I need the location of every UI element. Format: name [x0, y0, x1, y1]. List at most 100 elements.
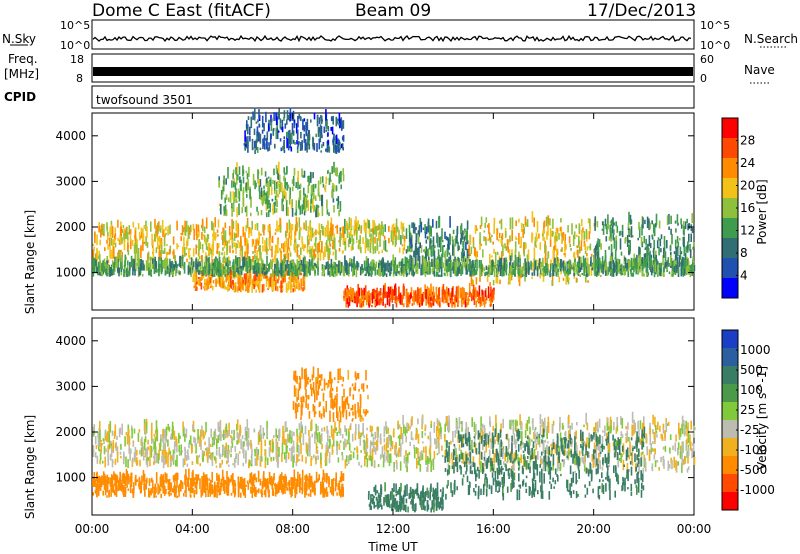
- data-cell: [433, 250, 436, 260]
- data-cell: [326, 224, 328, 237]
- data-cell: [319, 119, 321, 122]
- data-cell: [629, 230, 631, 235]
- data-cell: [543, 273, 545, 277]
- data-cell: [595, 463, 597, 468]
- data-cell: [562, 260, 565, 271]
- data-cell: [648, 235, 651, 247]
- data-cell: [662, 270, 665, 277]
- data-cell: [489, 416, 491, 425]
- data-cell: [324, 185, 327, 193]
- data-cell: [363, 439, 365, 451]
- data-cell: [685, 266, 688, 274]
- data-cell: [408, 224, 411, 233]
- data-cell: [259, 461, 262, 467]
- data-cell: [129, 234, 132, 241]
- data-cell: [263, 268, 266, 276]
- data-cell: [257, 263, 260, 268]
- data-cell: [111, 458, 114, 468]
- data-cell: [501, 242, 503, 247]
- data-cell: [131, 428, 133, 439]
- data-cell: [322, 226, 324, 235]
- data-cell: [280, 253, 282, 259]
- data-cell: [300, 247, 302, 256]
- data-cell: [669, 447, 671, 454]
- data-cell: [400, 221, 403, 230]
- data-cell: [337, 457, 340, 463]
- data-cell: [361, 264, 363, 270]
- data-cell: [410, 238, 412, 249]
- data-cell: [639, 254, 642, 266]
- data-cell: [330, 127, 332, 131]
- data-cell: [689, 434, 691, 446]
- data-cell: [213, 273, 216, 277]
- data-cell: [628, 244, 630, 254]
- data-cell: [255, 271, 257, 281]
- data-cell: [100, 227, 103, 235]
- data-cell: [449, 271, 452, 277]
- data-cell: [640, 452, 643, 456]
- data-cell: [154, 440, 156, 448]
- data-cell: [242, 197, 244, 207]
- data-cell: [401, 295, 403, 306]
- data-cell: [387, 427, 390, 434]
- data-cell: [263, 135, 266, 140]
- data-cell: [161, 242, 163, 245]
- data-cell: [286, 131, 288, 137]
- data-cell: [642, 264, 644, 267]
- data-cell: [580, 263, 583, 270]
- data-cell: [612, 233, 615, 241]
- data-cell: [275, 127, 278, 140]
- data-cell: [165, 256, 168, 261]
- data-cell: [214, 268, 216, 274]
- data-cell: [374, 236, 376, 244]
- data-cell: [389, 447, 392, 452]
- data-cell: [263, 185, 265, 189]
- data-cell: [545, 245, 547, 257]
- data-cell: [103, 439, 105, 444]
- data-cell: [324, 227, 326, 237]
- data-cell: [382, 288, 385, 295]
- data-cell: [295, 182, 298, 189]
- data-cell: [298, 244, 300, 248]
- data-cell: [241, 268, 243, 273]
- data-cell: [459, 262, 461, 267]
- data-cell: [255, 239, 257, 249]
- data-cell: [365, 440, 368, 443]
- data-cell: [690, 264, 693, 274]
- data-cell: [150, 274, 153, 277]
- data-cell: [445, 269, 448, 273]
- freq-tick-top: 18: [70, 53, 84, 66]
- data-cell: [469, 261, 471, 271]
- data-cell: [114, 227, 117, 233]
- data-cell: [250, 212, 252, 217]
- data-cell: [233, 178, 235, 183]
- data-cell: [207, 275, 210, 281]
- data-cell: [192, 424, 194, 431]
- data-cell: [344, 288, 347, 296]
- data-cell: [525, 423, 527, 429]
- data-cell: [326, 240, 328, 252]
- data-cell: [155, 420, 158, 432]
- data-cell: [604, 425, 606, 437]
- data-cell: [147, 456, 149, 461]
- data-cell: [319, 124, 322, 133]
- data-cell: [618, 263, 620, 274]
- data-cell: [303, 125, 306, 132]
- data-cell: [160, 434, 162, 440]
- data-cell: [546, 426, 548, 437]
- data-cell: [462, 297, 464, 300]
- data-cell: [246, 173, 249, 180]
- data-cell: [246, 120, 248, 129]
- data-cell: [223, 256, 225, 259]
- data-cell: [347, 292, 350, 302]
- data-cell: [303, 170, 306, 178]
- data-cell: [190, 271, 193, 275]
- data-cell: [319, 436, 322, 439]
- data-cell: [331, 444, 334, 455]
- data-cell: [273, 112, 275, 121]
- data-cell: [266, 197, 269, 210]
- data-cell: [344, 425, 346, 432]
- data-cell: [276, 264, 278, 277]
- data-cell: [661, 434, 664, 441]
- data-cell: [332, 428, 335, 441]
